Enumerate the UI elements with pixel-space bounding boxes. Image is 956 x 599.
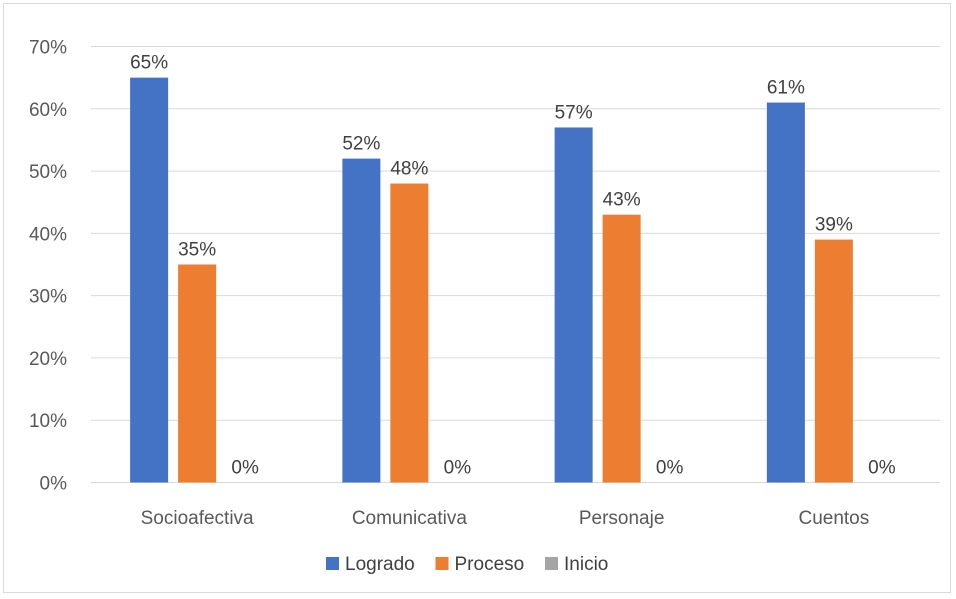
bar <box>766 102 805 483</box>
data-label: 39% <box>815 215 853 236</box>
y-tick-label: 60% <box>29 100 67 121</box>
legend-label: Inicio <box>564 554 608 575</box>
bar <box>178 264 217 483</box>
bars <box>130 77 853 483</box>
legend-swatch <box>326 557 339 570</box>
data-label: 57% <box>555 102 593 123</box>
bar <box>390 183 429 483</box>
data-labels: 65% 35% 0% 52% 48% 0% 57% 43% 0% 61% 39% 0% <box>130 53 896 479</box>
data-label: 52% <box>342 134 380 155</box>
y-tick-label: 30% <box>29 287 67 308</box>
data-label: 0% <box>868 458 896 479</box>
data-label: 48% <box>390 159 428 180</box>
x-tick-label: Personaje <box>579 508 665 529</box>
data-label: 61% <box>767 78 805 99</box>
y-tick-label: 50% <box>29 162 67 183</box>
bar <box>342 158 381 483</box>
data-label: 43% <box>603 190 641 211</box>
data-label: 35% <box>178 240 216 261</box>
x-tick-label: Comunicativa <box>352 508 468 529</box>
bar <box>130 77 169 483</box>
legend-label: Proceso <box>455 554 525 575</box>
y-tick-label: 0% <box>40 474 68 495</box>
y-tick-label: 70% <box>29 38 67 59</box>
bar <box>602 214 641 483</box>
legend-swatch <box>545 557 558 570</box>
x-tick-label: Socioafectiva <box>141 508 254 529</box>
data-label: 65% <box>130 53 168 74</box>
bar <box>814 239 853 483</box>
x-tick-label: Cuentos <box>798 508 869 529</box>
y-tick-label: 10% <box>29 411 67 432</box>
x-axis-tick-labels: Socioafectiva Comunicativa Personaje Cuento… <box>141 508 870 529</box>
y-axis-tick-labels: 0% 10% 20% 30% 40% 50% 60% 70% <box>29 38 67 495</box>
y-tick-label: 20% <box>29 349 67 370</box>
legend-swatch <box>435 557 449 570</box>
bar <box>554 127 593 483</box>
gridlines <box>91 46 940 483</box>
legend: Logrado Proceso Inicio <box>326 554 608 575</box>
y-tick-label: 40% <box>29 224 67 245</box>
legend-label: Logrado <box>345 554 415 575</box>
data-label: 0% <box>656 458 684 479</box>
data-label: 0% <box>444 458 472 479</box>
data-label: 0% <box>231 458 259 479</box>
